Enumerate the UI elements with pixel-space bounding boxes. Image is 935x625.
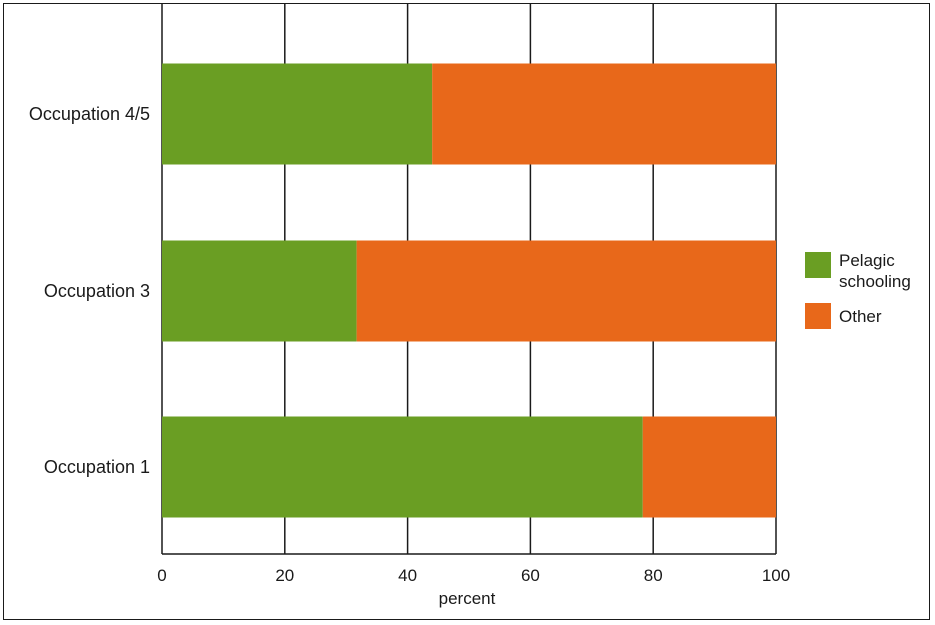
category-label: Occupation 3 <box>44 281 150 301</box>
legend-label-pelagic-schooling: Pelagic schooling <box>839 251 911 291</box>
x-tick-label: 60 <box>521 566 540 585</box>
chart-frame: Occupation 4/5 Occupation 3 Occupation 1 0 2… <box>3 3 930 620</box>
bar-other-0 <box>432 63 776 165</box>
x-tick-label: 40 <box>398 566 417 585</box>
bar-pelagic-schooling-0 <box>162 63 433 165</box>
x-tick-label: 100 <box>762 566 790 585</box>
bar-other-1 <box>356 240 776 342</box>
x-tick-label: 0 <box>157 566 166 585</box>
stacked-bar-chart: Occupation 4/5 Occupation 3 Occupation 1 0 2… <box>29 4 911 608</box>
legend-swatch-pelagic-schooling <box>805 252 831 278</box>
bar-pelagic-schooling-1 <box>162 240 357 342</box>
bar-pelagic-schooling-2 <box>162 416 643 518</box>
x-axis-title: percent <box>439 589 496 608</box>
legend-swatch-other <box>805 303 831 329</box>
x-tick-label: 80 <box>644 566 663 585</box>
legend: Pelagic schooling Other <box>805 251 911 329</box>
legend-label-other: Other <box>839 307 882 326</box>
x-tick-label: 20 <box>275 566 294 585</box>
bars <box>162 63 776 518</box>
category-label: Occupation 1 <box>44 457 150 477</box>
labels: Occupation 4/5 Occupation 3 Occupation 1 0 2… <box>29 104 790 608</box>
bar-other-2 <box>642 416 776 518</box>
category-label: Occupation 4/5 <box>29 104 150 124</box>
